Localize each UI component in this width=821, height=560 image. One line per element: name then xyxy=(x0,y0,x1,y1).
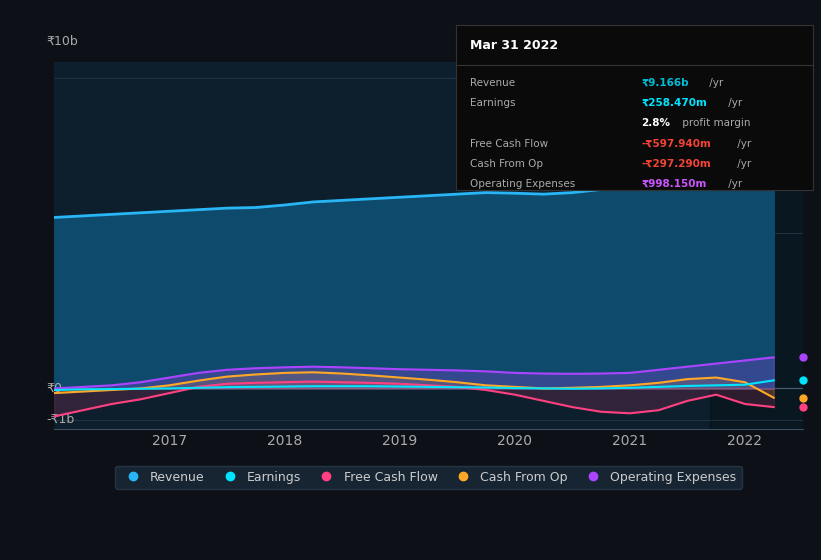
Text: ₹258.470m: ₹258.470m xyxy=(641,98,707,108)
Text: Cash From Op: Cash From Op xyxy=(470,159,543,169)
Text: ₹0: ₹0 xyxy=(47,382,62,395)
Text: -₹1b: -₹1b xyxy=(47,413,75,426)
Text: ₹998.150m: ₹998.150m xyxy=(641,179,707,189)
Text: /yr: /yr xyxy=(725,179,742,189)
Text: /yr: /yr xyxy=(725,98,742,108)
Text: /yr: /yr xyxy=(734,139,751,149)
Text: 2.8%: 2.8% xyxy=(641,118,671,128)
Text: /yr: /yr xyxy=(734,159,751,169)
Text: profit margin: profit margin xyxy=(678,118,750,128)
Text: Revenue: Revenue xyxy=(470,78,515,88)
Bar xyxy=(710,62,803,429)
Text: -₹597.940m: -₹597.940m xyxy=(641,139,711,149)
Text: /yr: /yr xyxy=(706,78,723,88)
Text: Mar 31 2022: Mar 31 2022 xyxy=(470,39,558,52)
Legend: Revenue, Earnings, Free Cash Flow, Cash From Op, Operating Expenses: Revenue, Earnings, Free Cash Flow, Cash … xyxy=(115,465,741,489)
Text: -₹297.290m: -₹297.290m xyxy=(641,159,711,169)
Text: Free Cash Flow: Free Cash Flow xyxy=(470,139,548,149)
Text: Earnings: Earnings xyxy=(470,98,516,108)
Text: ₹10b: ₹10b xyxy=(47,34,79,48)
Text: Operating Expenses: Operating Expenses xyxy=(470,179,576,189)
Text: ₹9.166b: ₹9.166b xyxy=(641,78,689,88)
